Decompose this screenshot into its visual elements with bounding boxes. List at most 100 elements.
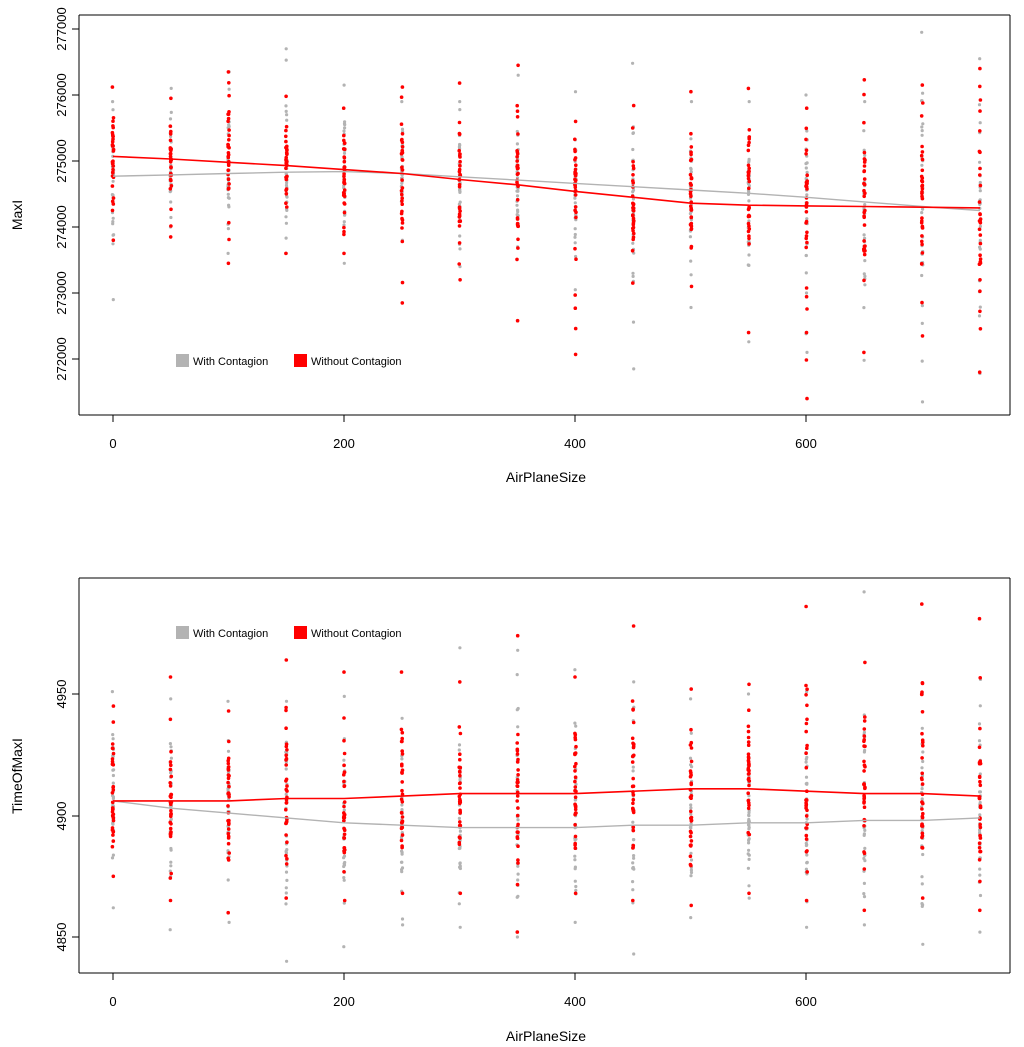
point-without-contagion (631, 843, 636, 848)
point-without-contagion (342, 165, 347, 170)
point-with-contagion (458, 925, 462, 929)
point-without-contagion (284, 744, 289, 749)
point-with-contagion (342, 223, 346, 227)
point-without-contagion (630, 126, 635, 130)
point-with-contagion (978, 873, 982, 877)
point-without-contagion (573, 775, 578, 779)
point-without-contagion (515, 152, 520, 156)
point-without-contagion (284, 756, 289, 761)
point-with-contagion (977, 314, 982, 318)
point-without-contagion (689, 759, 694, 764)
point-with-contagion (747, 813, 751, 817)
y-tick: 273000 (54, 271, 79, 315)
point-without-contagion (804, 765, 809, 770)
point-with-contagion (111, 733, 115, 737)
point-with-contagion (342, 758, 346, 762)
point-without-contagion (689, 815, 694, 820)
point-with-contagion (689, 868, 694, 872)
point-with-contagion (689, 812, 693, 816)
point-without-contagion (804, 814, 809, 818)
point-without-contagion (400, 844, 404, 848)
point-without-contagion (111, 124, 115, 128)
point-without-contagion (169, 763, 173, 767)
point-without-contagion (400, 752, 405, 756)
point-with-contagion (863, 100, 867, 104)
point-with-contagion (111, 108, 115, 112)
point-without-contagion (573, 119, 578, 124)
legend-label-with-contagion: With Contagion (193, 628, 268, 640)
point-with-contagion (111, 216, 115, 220)
point-without-contagion (399, 670, 404, 674)
point-with-contagion (863, 259, 867, 263)
point-without-contagion (746, 330, 751, 335)
point-without-contagion (978, 98, 983, 102)
point-without-contagion (516, 246, 520, 250)
point-without-contagion (862, 120, 866, 125)
point-without-contagion (804, 798, 809, 802)
x-tick: 0 (109, 415, 117, 451)
point-without-contagion (284, 177, 289, 181)
point-without-contagion (863, 249, 867, 253)
point-without-contagion (978, 260, 983, 264)
point-without-contagion (284, 124, 289, 129)
point-without-contagion (573, 352, 578, 357)
point-with-contagion (573, 201, 577, 205)
point-without-contagion (399, 138, 404, 142)
point-with-contagion (746, 823, 751, 827)
point-with-contagion (805, 217, 809, 221)
point-without-contagion (689, 839, 694, 843)
point-with-contagion (804, 271, 808, 275)
point-without-contagion (978, 849, 982, 854)
point-without-contagion (284, 753, 289, 757)
point-without-contagion (573, 846, 578, 850)
point-without-contagion (284, 708, 288, 713)
point-without-contagion (919, 174, 924, 179)
point-with-contagion (169, 110, 173, 114)
point-with-contagion (457, 816, 461, 821)
point-without-contagion (630, 699, 635, 703)
point-without-contagion (342, 811, 346, 815)
point-without-contagion (862, 782, 866, 787)
point-without-contagion (689, 152, 693, 157)
point-without-contagion (920, 234, 924, 238)
point-without-contagion (226, 758, 230, 763)
point-without-contagion (400, 199, 404, 203)
point-with-contagion (169, 745, 173, 749)
point-without-contagion (342, 772, 346, 777)
point-without-contagion (573, 149, 577, 154)
point-with-contagion (746, 866, 751, 870)
point-without-contagion (342, 210, 347, 215)
point-without-contagion (515, 115, 520, 119)
point-with-contagion (284, 109, 288, 113)
point-without-contagion (111, 720, 116, 724)
point-with-contagion (862, 895, 867, 899)
point-without-contagion (862, 801, 866, 805)
point-with-contagion (111, 768, 115, 772)
point-without-contagion (688, 774, 693, 779)
y-tick: 4950 (54, 680, 79, 708)
point-without-contagion (747, 179, 752, 184)
point-without-contagion (342, 172, 346, 176)
point-with-contagion (631, 765, 635, 769)
point-with-contagion (284, 236, 288, 240)
point-with-contagion (689, 851, 693, 855)
point-without-contagion (342, 141, 347, 145)
point-without-contagion (400, 226, 404, 230)
trend-line-with-contagion (112, 800, 981, 829)
point-without-contagion (342, 800, 347, 804)
point-with-contagion (920, 359, 924, 363)
point-with-contagion (862, 881, 867, 886)
point-without-contagion (516, 757, 520, 762)
point-without-contagion (400, 192, 404, 197)
point-with-contagion (342, 83, 346, 87)
point-without-contagion (342, 670, 346, 674)
point-without-contagion (978, 150, 982, 155)
point-with-contagion (920, 273, 924, 278)
point-without-contagion (920, 83, 925, 87)
point-with-contagion (516, 878, 520, 882)
point-without-contagion (400, 239, 405, 244)
point-without-contagion (632, 742, 636, 747)
panel-maxi: 272000 273000 274000 275000 276000 27700… (9, 7, 1011, 485)
point-without-contagion (399, 211, 404, 216)
point-without-contagion (862, 805, 867, 809)
